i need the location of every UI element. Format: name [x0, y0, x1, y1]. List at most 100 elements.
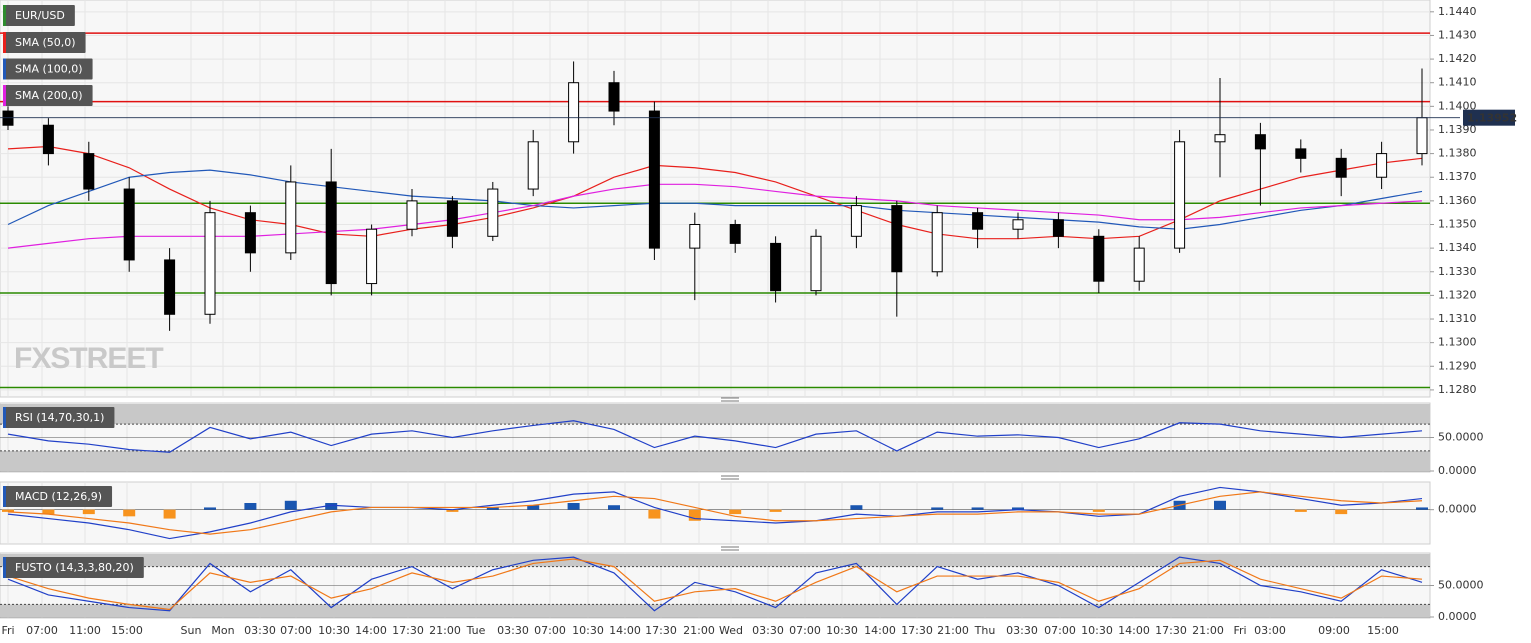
x-tick-label: 21:00 — [683, 624, 715, 637]
x-tick-label: 10:30 — [826, 624, 858, 637]
x-tick-label: 07:00 — [789, 624, 821, 637]
candle-body — [1416, 117, 1428, 155]
watermark: FXSTREET — [14, 342, 163, 375]
sma-line — [7, 183, 1423, 249]
legend-swatch — [3, 486, 6, 507]
legend-label: RSI (14,70,30,1) — [15, 411, 104, 424]
legend-label: FUSTO (14,3,3,80,20) — [15, 561, 134, 574]
histogram-bar — [931, 507, 944, 510]
x-tick-label: 10:30 — [318, 624, 350, 637]
histogram-bar — [769, 509, 782, 512]
last-price-label: 1.13952 — [1467, 112, 1517, 125]
histogram-bar — [123, 509, 136, 517]
histogram-bar — [1294, 509, 1307, 512]
legend-swatch — [3, 5, 6, 26]
histogram-bar — [2, 509, 14, 512]
candle-body — [325, 181, 337, 285]
candle-body — [1214, 134, 1226, 143]
x-tick-label: 07:00 — [280, 624, 312, 637]
x-tick-label: 10:30 — [1081, 624, 1113, 637]
legend-item: MACD (12,26,9) — [3, 486, 113, 507]
x-tick-label: 21:00 — [937, 624, 969, 637]
legend-box — [3, 407, 115, 428]
legend-label: SMA (100,0) — [15, 63, 83, 76]
y-tick-label: 1.1300 — [1438, 336, 1477, 349]
histogram-bar — [1214, 500, 1226, 510]
x-tick-label: 15:00 — [111, 624, 143, 637]
candle-body — [1093, 235, 1105, 282]
legend-box — [3, 5, 75, 26]
x-tick-label: Wed — [719, 624, 743, 637]
legend-label: EUR/USD — [15, 9, 65, 22]
histogram-bar — [527, 505, 540, 510]
indicator-line — [7, 491, 1423, 535]
indicator-line — [7, 486, 1423, 540]
histogram-bar — [850, 505, 863, 510]
legend-swatch — [3, 557, 6, 578]
legend-item: RSI (14,70,30,1) — [3, 407, 115, 428]
x-tick-label: 14:00 — [864, 624, 896, 637]
band-fill — [0, 604, 1430, 617]
y-tick-label: 1.1410 — [1438, 76, 1477, 89]
histogram-bar — [244, 503, 257, 510]
candle-body — [366, 228, 378, 285]
candle-body — [42, 124, 54, 155]
y-tick-label: 1.1330 — [1438, 265, 1477, 278]
legend-box — [3, 85, 93, 106]
x-tick-label: 03:30 — [244, 624, 276, 637]
legend-label: SMA (200,0) — [15, 89, 83, 102]
candle-body — [527, 141, 539, 190]
candle-body — [729, 223, 741, 244]
x-tick-label: 03:00 — [1254, 624, 1286, 637]
legend-item: EUR/USD — [3, 5, 75, 26]
candle-body — [1012, 219, 1024, 230]
indicator-line — [7, 556, 1423, 612]
legend-swatch — [3, 32, 6, 53]
panel-background — [0, 0, 1431, 398]
x-tick-label: 07:00 — [534, 624, 566, 637]
candle-body — [891, 205, 903, 273]
candle-body — [164, 259, 176, 315]
candle-body — [1052, 219, 1064, 237]
x-tick-label: Sun — [181, 624, 202, 637]
x-tick-label: 21:00 — [429, 624, 461, 637]
histogram-bar — [608, 505, 620, 510]
x-tick-label: 15:00 — [1367, 624, 1399, 637]
histogram-bar — [204, 507, 216, 510]
panel-background — [0, 481, 1431, 545]
candle-body — [810, 235, 822, 292]
x-tick-label: Mon — [211, 624, 234, 637]
x-tick-label: Tue — [466, 624, 486, 637]
candle-body — [204, 212, 216, 315]
last-price-tag — [1463, 109, 1515, 126]
candle-body — [850, 205, 862, 237]
x-tick-label: 17:30 — [901, 624, 933, 637]
y-tick-label: 0.0000 — [1438, 503, 1477, 516]
legend-item: SMA (200,0) — [3, 85, 93, 106]
histogram-bar — [1416, 507, 1428, 510]
legend-box — [3, 32, 86, 53]
y-tick-label: 1.1360 — [1438, 194, 1477, 207]
x-tick-label: 14:00 — [355, 624, 387, 637]
sma-line — [7, 169, 1423, 230]
x-tick-label: 17:30 — [645, 624, 677, 637]
histogram-bar — [82, 509, 95, 515]
legend-item: SMA (50,0) — [3, 32, 86, 53]
y-tick-label: 50.0000 — [1438, 431, 1484, 444]
candle-body — [1254, 134, 1266, 150]
legend-swatch — [3, 407, 6, 428]
candle-body — [123, 188, 135, 261]
histogram-bar — [1335, 509, 1348, 515]
histogram-bar — [446, 509, 459, 512]
x-tick-label: 03:30 — [497, 624, 529, 637]
y-tick-label: 1.1440 — [1438, 5, 1477, 18]
legend-label: MACD (12,26,9) — [15, 490, 102, 503]
legend-item: FUSTO (14,3,3,80,20) — [3, 557, 144, 578]
x-tick-label: Fri — [1233, 624, 1246, 637]
x-tick-label: 14:00 — [609, 624, 641, 637]
legend-label: SMA (50,0) — [15, 36, 76, 49]
y-tick-label: 1.1340 — [1438, 241, 1477, 254]
indicator-line — [7, 420, 1423, 453]
histogram-bar — [688, 509, 701, 521]
candle-body — [608, 82, 620, 112]
